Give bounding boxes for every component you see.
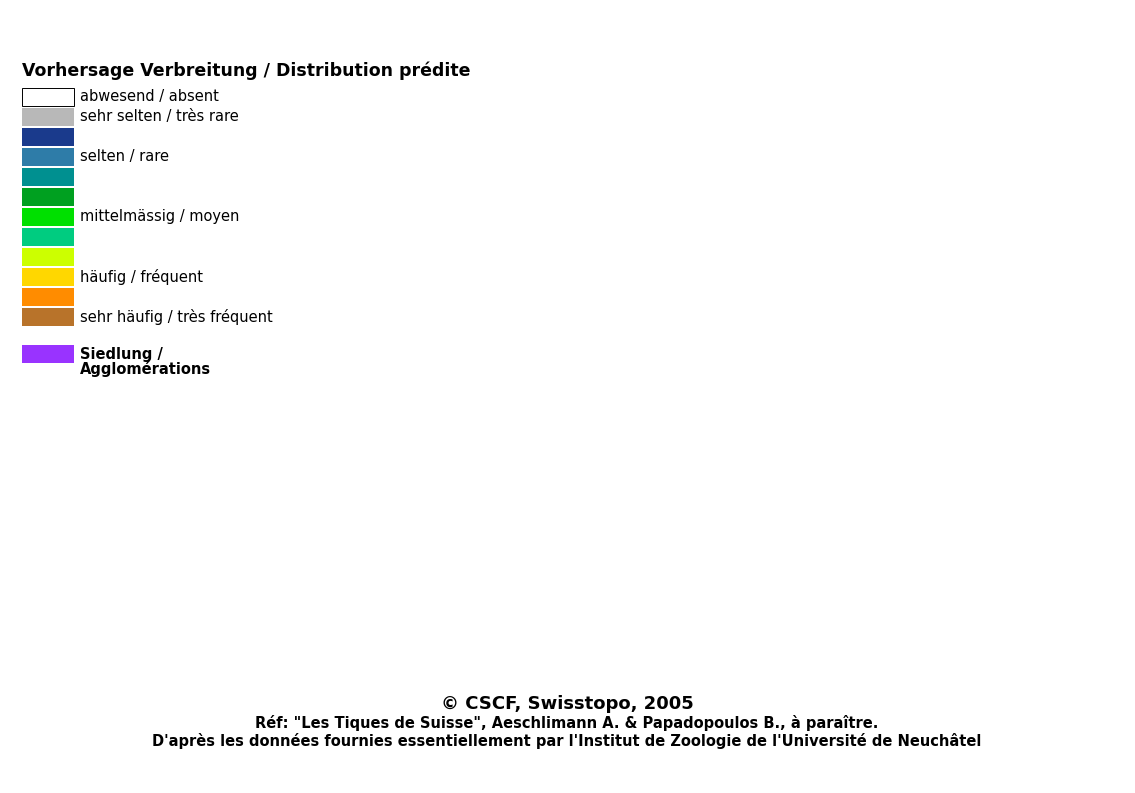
Bar bbox=[22, 228, 74, 246]
Text: Réf: "Les Tiques de Suisse", Aeschlimann A. & Papadopoulos B., à paraître.: Réf: "Les Tiques de Suisse", Aeschlimann… bbox=[255, 715, 878, 731]
Bar bbox=[22, 108, 74, 126]
Bar bbox=[22, 148, 74, 166]
Bar bbox=[0, 0, 275, 420]
Bar bbox=[0, 683, 1135, 793]
Bar bbox=[22, 248, 74, 266]
Text: selten / rare: selten / rare bbox=[79, 150, 169, 164]
Bar bbox=[22, 268, 74, 286]
Text: Vorhersage Verbreitung / Distribution prédite: Vorhersage Verbreitung / Distribution pr… bbox=[22, 62, 471, 81]
Text: D'après les données fournies essentiellement par l'Institut de Zoologie de l'Uni: D'après les données fournies essentielle… bbox=[152, 733, 982, 749]
Text: abwesend / absent: abwesend / absent bbox=[79, 90, 219, 105]
Bar bbox=[22, 345, 74, 363]
Bar bbox=[22, 88, 74, 106]
Bar bbox=[22, 188, 74, 206]
Bar bbox=[22, 288, 74, 306]
Text: © CSCF, Swisstopo, 2005: © CSCF, Swisstopo, 2005 bbox=[440, 695, 693, 713]
Text: sehr selten / très rare: sehr selten / très rare bbox=[79, 109, 238, 125]
Bar bbox=[22, 168, 74, 186]
Text: häufig / fréquent: häufig / fréquent bbox=[79, 269, 203, 285]
Text: mittelmässig / moyen: mittelmässig / moyen bbox=[79, 209, 239, 224]
Text: sehr häufig / très fréquent: sehr häufig / très fréquent bbox=[79, 309, 272, 325]
Text: Agglomérations: Agglomérations bbox=[79, 361, 211, 377]
Bar bbox=[22, 208, 74, 226]
Text: Siedlung /: Siedlung / bbox=[79, 347, 163, 362]
Bar bbox=[22, 308, 74, 326]
Bar bbox=[22, 128, 74, 146]
